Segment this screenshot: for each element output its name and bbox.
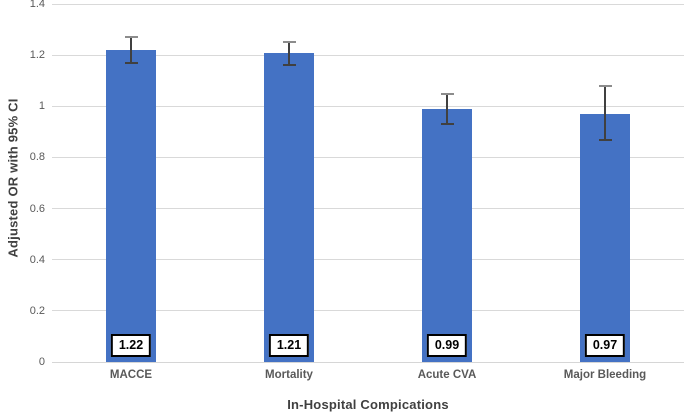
y-tick-label: 0 — [38, 356, 45, 368]
x-axis-title: In-Hospital Compications — [287, 397, 449, 412]
y-tick-label: 1.4 — [29, 0, 45, 10]
gridline — [52, 54, 684, 56]
error-bar — [288, 42, 290, 66]
gridline — [52, 105, 684, 107]
bar — [106, 50, 156, 362]
data-label: 0.97 — [584, 334, 626, 357]
error-bar-upper-cap — [282, 41, 296, 44]
error-bar-upper-cap — [440, 92, 454, 95]
y-tick-label: 0.2 — [29, 304, 45, 317]
gridline — [52, 310, 684, 312]
bar — [422, 108, 472, 362]
y-tick-label: 1 — [38, 100, 45, 113]
x-category-label: MACCE — [109, 369, 153, 381]
error-bar — [446, 93, 448, 125]
error-bar-upper-cap — [598, 84, 612, 87]
error-bar — [130, 37, 132, 63]
error-bar-upper-cap — [124, 36, 138, 39]
error-bar-lower-cap — [282, 64, 296, 67]
x-category-label: Major Bleeding — [563, 369, 647, 381]
error-bar-lower-cap — [440, 123, 454, 126]
bar — [580, 113, 630, 362]
y-tick-label: 0.8 — [29, 151, 45, 164]
y-axis-title: Adjusted OR with 95% CI — [5, 98, 21, 258]
y-tick-label: 0.4 — [29, 253, 45, 266]
x-category-label: Mortality — [265, 369, 313, 381]
error-bar-lower-cap — [124, 61, 138, 64]
error-bar-lower-cap — [598, 138, 612, 141]
x-category-label: Acute CVA — [417, 369, 477, 381]
gridline — [52, 259, 684, 261]
data-label: 1.22 — [110, 334, 152, 357]
x-axis-line — [52, 361, 684, 363]
gridline — [52, 156, 684, 158]
bar — [264, 52, 314, 362]
gridline — [52, 208, 684, 210]
gridline — [52, 3, 684, 5]
error-bar — [604, 85, 606, 140]
y-tick-label: 0.6 — [29, 202, 45, 215]
y-tick-label: 1.2 — [29, 49, 45, 62]
data-label: 0.99 — [426, 334, 468, 357]
data-label: 1.21 — [268, 334, 310, 357]
